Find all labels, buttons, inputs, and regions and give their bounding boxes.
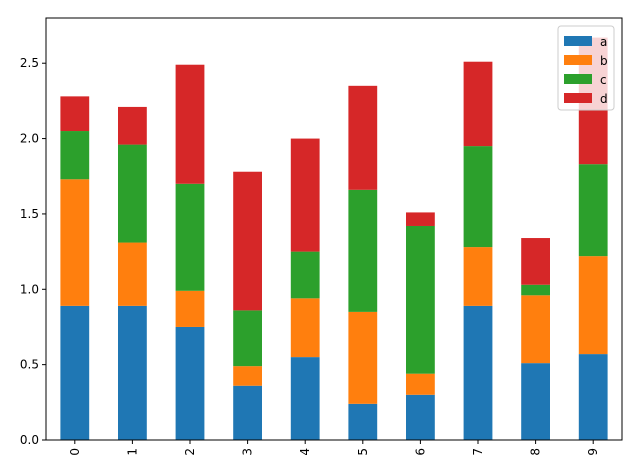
bar-d-6 (406, 212, 435, 226)
bar-c-3 (233, 310, 262, 367)
bar-b-1 (118, 242, 147, 306)
bar-d-4 (290, 138, 320, 252)
y-tick-label: 0.5 (20, 358, 39, 372)
y-tick-label: 2.5 (20, 56, 39, 70)
bar-c-4 (290, 251, 320, 299)
x-tick-label: 4 (298, 448, 312, 456)
bar-a-4 (290, 357, 320, 440)
bar-b-6 (406, 373, 435, 395)
bar-b-8 (521, 295, 550, 364)
plot-frame (45, 17, 623, 441)
x-tick-label: 9 (586, 448, 600, 456)
bar-c-1 (118, 144, 147, 243)
bar-a-6 (406, 394, 435, 440)
bar-a-9 (578, 354, 608, 440)
x-tick-label: 0 (68, 448, 82, 456)
bar-a-3 (233, 385, 262, 440)
x-tick-label: 2 (183, 448, 197, 456)
bar-b-5 (348, 311, 378, 404)
bar-c-9 (578, 164, 608, 257)
bar-b-7 (463, 247, 493, 306)
bar-d-1 (118, 106, 147, 145)
x-tick-label: 5 (356, 448, 370, 456)
bar-a-5 (348, 403, 378, 440)
bar-a-1 (118, 305, 147, 440)
bar-a-8 (521, 363, 550, 440)
legend-swatch-d (564, 93, 592, 103)
bar-b-4 (290, 298, 320, 358)
bar-d-7 (463, 61, 493, 147)
y-tick-label: 0.0 (20, 433, 39, 447)
x-tick-label: 6 (413, 448, 427, 456)
legend-swatch-c (564, 74, 592, 84)
x-tick-label: 1 (125, 448, 139, 456)
bars-layer (60, 37, 608, 440)
y-tick-label: 1.0 (20, 282, 39, 296)
bar-d-0 (60, 96, 90, 132)
axes-layer: 0.0 0.5 1.0 1.5 2.0 2.5 0 1 2 3 4 5 6 7 8 9 (20, 17, 623, 456)
bar-c-0 (60, 131, 90, 180)
y-tick-label: 1.5 (20, 207, 39, 221)
legend-swatch-a (564, 36, 592, 46)
bar-d-3 (233, 171, 262, 311)
bar-b-3 (233, 366, 262, 386)
bar-c-2 (175, 183, 205, 291)
bar-a-7 (463, 305, 493, 440)
legend-label-a: a (600, 35, 607, 49)
bar-b-2 (175, 290, 205, 327)
legend-label-c: c (600, 73, 607, 87)
x-tick-label: 7 (471, 448, 485, 456)
bar-a-0 (60, 305, 90, 440)
y-tick-label: 2.0 (20, 132, 39, 146)
bar-c-8 (521, 284, 550, 296)
bar-c-6 (406, 225, 435, 374)
x-tick-label: 3 (241, 448, 255, 456)
bar-d-8 (521, 238, 550, 285)
legend-swatch-b (564, 55, 592, 65)
bar-c-7 (463, 146, 493, 248)
legend-box (557, 25, 615, 111)
bar-b-9 (578, 256, 608, 355)
bar-d-2 (175, 64, 205, 184)
legend-label-b: b (600, 54, 608, 68)
bar-d-5 (348, 85, 378, 190)
bar-c-5 (348, 189, 378, 312)
legend-label-d: d (600, 92, 608, 106)
bar-a-2 (175, 326, 205, 440)
bar-b-0 (60, 179, 90, 306)
x-tick-label: 8 (529, 448, 543, 456)
